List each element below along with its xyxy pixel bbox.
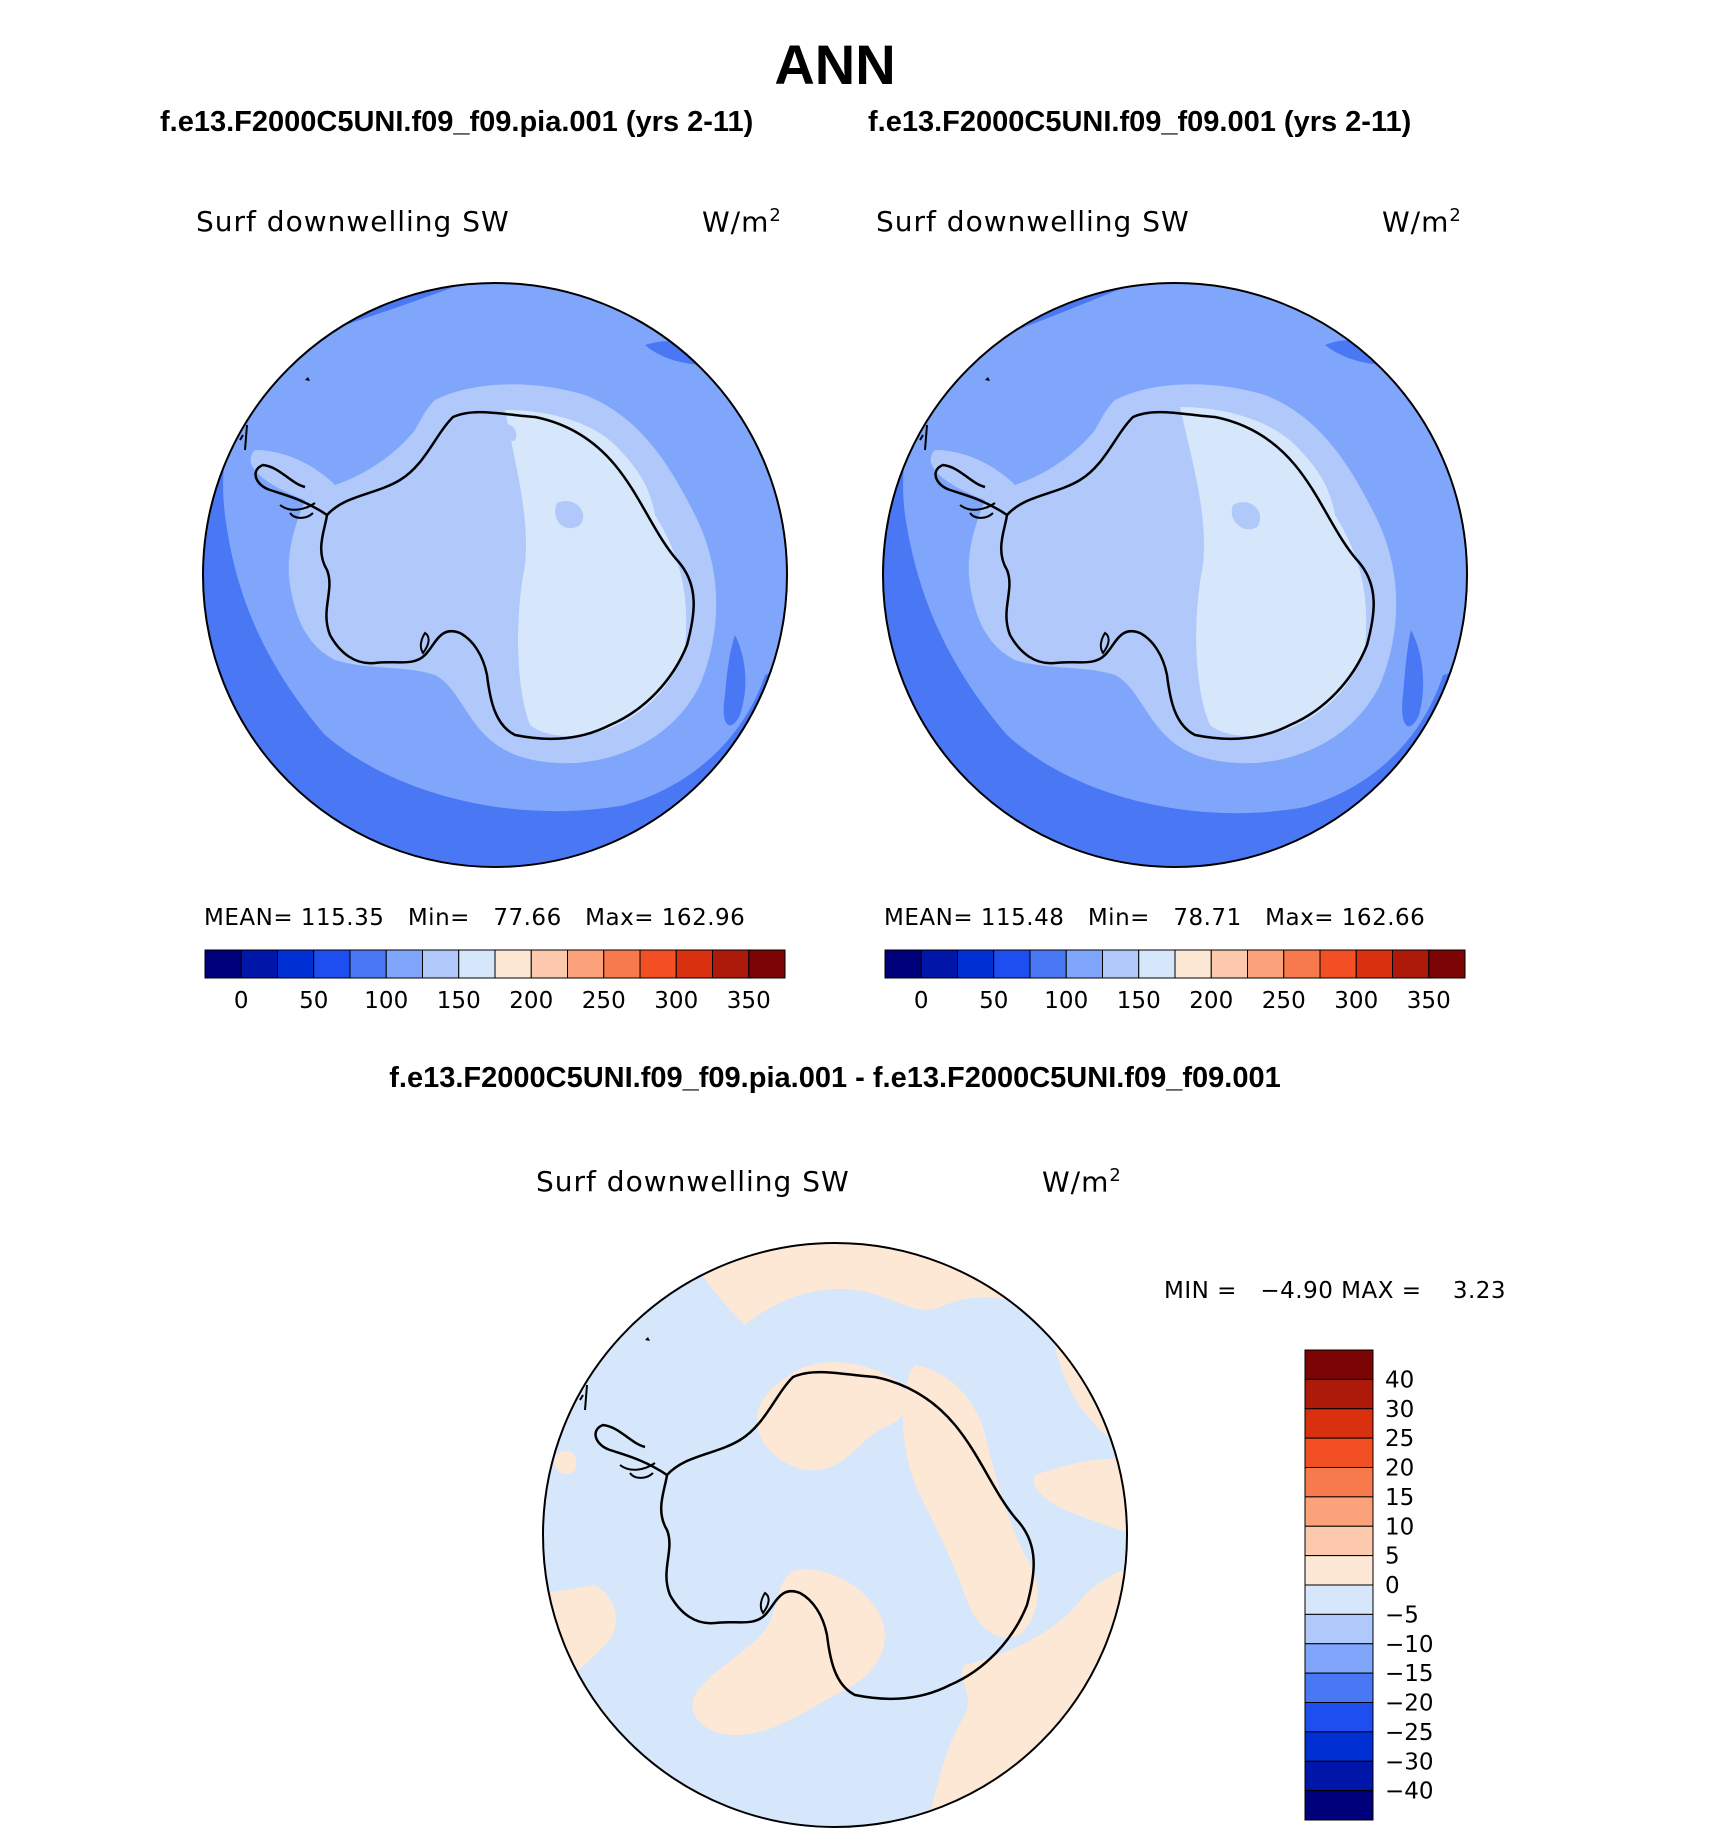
- difference-title: f.e13.F2000C5UNI.f09_f09.pia.001 - f.e13…: [389, 1062, 1281, 1094]
- colorbar-tick-label: 30: [1385, 1397, 1414, 1423]
- colorbar-tick-label: −40: [1385, 1779, 1434, 1805]
- colorbar-box: [458, 949, 496, 979]
- colorbar-box: [1304, 1731, 1374, 1762]
- colorbar-box: [1304, 1613, 1374, 1645]
- colorbar-box: [1174, 949, 1212, 979]
- colorbar-box: [1304, 1496, 1374, 1527]
- colorbar-tick-label: −20: [1385, 1691, 1434, 1717]
- colorbar-box: [1392, 949, 1430, 979]
- colorbar-box: [993, 949, 1031, 979]
- colorbar-box: [1304, 1790, 1374, 1821]
- colorbar-tick-label: 5: [1385, 1544, 1400, 1570]
- colorbar-box: [1304, 1555, 1374, 1586]
- colorbar-tick-label: 100: [1044, 988, 1088, 1014]
- colorbar-tick-label: 0: [234, 988, 249, 1014]
- colorbar-tick-label: 200: [509, 988, 553, 1014]
- colorbar-tick-label: −30: [1385, 1749, 1434, 1775]
- colorbar-tick-label: 150: [437, 988, 481, 1014]
- units-label-right: W/m2: [1382, 205, 1462, 239]
- colorbar-box: [1304, 1349, 1374, 1380]
- colorbar-tick-label: −25: [1385, 1720, 1434, 1746]
- colorbar-box: [1319, 949, 1357, 979]
- colorbar-tick-label: 350: [727, 988, 771, 1014]
- colorbar-tick-label: 0: [1385, 1573, 1400, 1599]
- colorbar-box: [1065, 949, 1103, 979]
- colorbar-tick-label: 40: [1385, 1367, 1414, 1393]
- colorbar-tick-label: 10: [1385, 1514, 1414, 1540]
- stats-right: MEAN= 115.48 Min= 78.71 Max= 162.66: [884, 905, 1426, 931]
- colorbar-tick-label: 150: [1117, 988, 1161, 1014]
- map-left: [202, 282, 788, 868]
- colorbar-box: [603, 949, 641, 979]
- variable-label-right: Surf downwelling SW: [876, 205, 1190, 238]
- colorbar-box: [1304, 1760, 1374, 1792]
- case-title-left: f.e13.F2000C5UNI.f09_f09.pia.001 (yrs 2-…: [160, 106, 754, 138]
- colorbar-box: [1304, 1672, 1374, 1703]
- colorbar-box: [1138, 949, 1176, 979]
- colorbar-box: [1102, 949, 1140, 979]
- colorbar-tick-label: −10: [1385, 1632, 1434, 1658]
- stats-difference: MIN = −4.90 MAX = 3.23: [1164, 1278, 1507, 1304]
- colorbar-tick-label: 300: [654, 988, 698, 1014]
- colorbar-box: [567, 949, 605, 979]
- colorbar-tick-label: 350: [1407, 988, 1451, 1014]
- colorbar-box: [422, 949, 460, 979]
- units-label-left: W/m2: [702, 205, 782, 239]
- colorbar-box: [1304, 1584, 1374, 1615]
- colorbar-box: [385, 949, 423, 979]
- units-label-diff: W/m2: [1042, 1165, 1122, 1199]
- colorbar-tick-label: 200: [1189, 988, 1233, 1014]
- map-right: [882, 282, 1468, 868]
- colorbar-box: [349, 949, 387, 979]
- colorbar-left: 0 50 100 150 200 250 300 350: [204, 949, 786, 1014]
- variable-label-diff: Surf downwelling SW: [536, 1165, 850, 1198]
- colorbar-box: [1304, 1408, 1374, 1439]
- colorbar-tick-label: −5: [1385, 1602, 1419, 1628]
- colorbar-box: [1210, 949, 1248, 979]
- colorbar-tick-label: 0: [914, 988, 929, 1014]
- colorbar-box: [1304, 1702, 1374, 1733]
- colorbar-box: [1029, 949, 1067, 979]
- colorbar-box: [712, 949, 750, 979]
- colorbar-difference: 40 30 25 20 15 10 5 0 −5 −10 −15 −20 −25 −30 −40: [1304, 1349, 1434, 1821]
- map-difference: [542, 1242, 1128, 1828]
- colorbar-box: [1304, 1437, 1374, 1468]
- colorbar-box: [639, 949, 677, 979]
- colorbar-box: [1355, 949, 1393, 979]
- case-title-right: f.e13.F2000C5UNI.f09_f09.001 (yrs 2-11): [868, 106, 1412, 138]
- colorbar-box: [748, 949, 786, 979]
- colorbar-box: [494, 949, 532, 979]
- colorbar-box: [675, 949, 713, 979]
- colorbar-box: [884, 949, 922, 979]
- colorbar-right: 0 50 100 150 200 250 300 350: [884, 949, 1466, 1014]
- colorbar-tick-label: 15: [1385, 1485, 1414, 1511]
- figure-title: ANN: [774, 33, 896, 96]
- colorbar-tick-label: 50: [979, 988, 1008, 1014]
- colorbar-box: [530, 949, 568, 979]
- colorbar-box: [1428, 949, 1466, 979]
- colorbar-box: [1304, 1378, 1374, 1410]
- colorbar-tick-label: 300: [1334, 988, 1378, 1014]
- colorbar-box: [240, 949, 278, 979]
- colorbar-box: [277, 949, 315, 979]
- colorbar-box: [957, 949, 995, 979]
- colorbar-tick-label: 25: [1385, 1426, 1414, 1452]
- variable-label-left: Surf downwelling SW: [196, 205, 510, 238]
- colorbar-box: [204, 949, 242, 979]
- colorbar-box: [1304, 1467, 1374, 1498]
- colorbar-box: [313, 949, 351, 979]
- colorbar-box: [1304, 1643, 1374, 1674]
- colorbar-box: [1247, 949, 1285, 979]
- colorbar-tick-label: 50: [299, 988, 328, 1014]
- stats-left: MEAN= 115.35 Min= 77.66 Max= 162.96: [204, 905, 746, 931]
- colorbar-box: [920, 949, 958, 979]
- colorbar-tick-label: −15: [1385, 1661, 1434, 1687]
- colorbar-tick-label: 100: [364, 988, 408, 1014]
- colorbar-box: [1283, 949, 1321, 979]
- colorbar-tick-label: 250: [582, 988, 626, 1014]
- colorbar-tick-label: 250: [1262, 988, 1306, 1014]
- colorbar-tick-label: 20: [1385, 1456, 1414, 1482]
- colorbar-box: [1304, 1525, 1374, 1557]
